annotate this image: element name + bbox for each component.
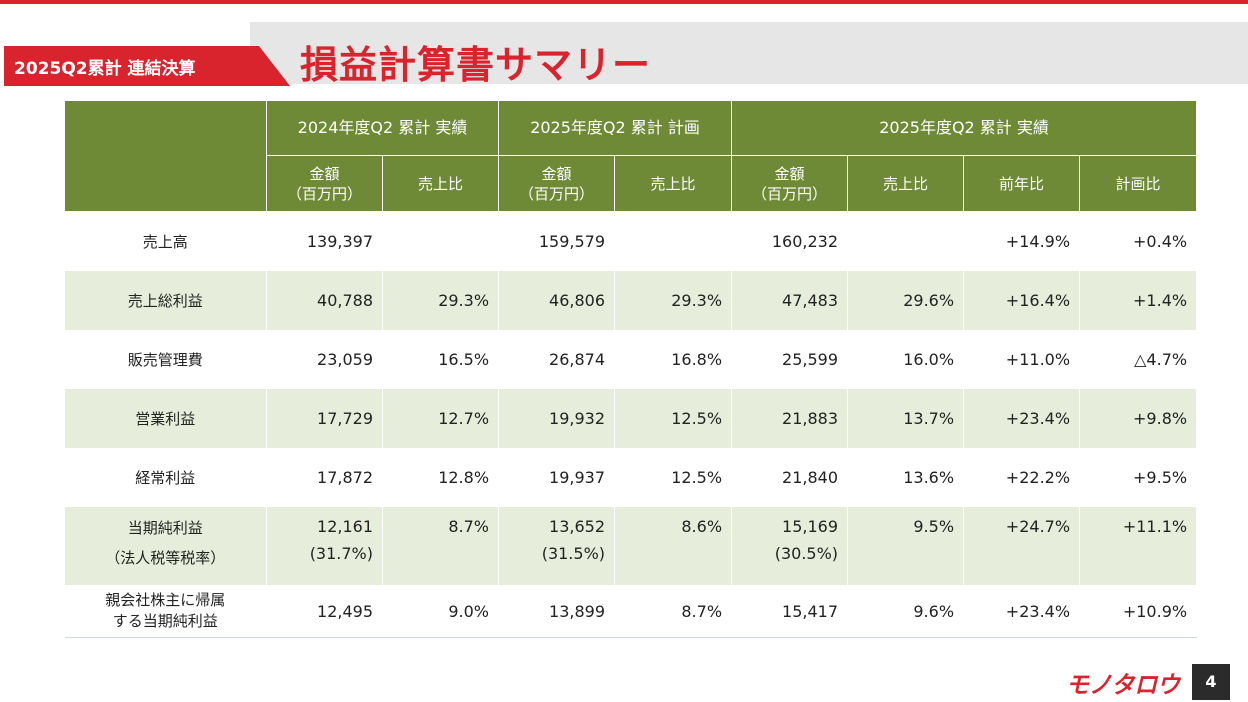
cell-yoy: +14.9%: [963, 211, 1081, 271]
row-label: 当期純利益 （法人税等税率）: [64, 507, 267, 585]
cell-vs-plan: △4.7%: [1079, 330, 1198, 389]
section-tag-label: 2025Q2累計 連結決算: [14, 59, 196, 79]
cell-2024-ratio: 12.8%: [382, 448, 500, 507]
cell-2024-amount: 40,788: [266, 271, 383, 330]
cell-yoy: +24.7%: [963, 507, 1081, 585]
cell-2025-plan-ratio: 8.6%: [614, 507, 733, 585]
header-row-columns: 金額 （百万円） 売上比 金額 （百万円） 売上比 金額 （百万円） 売上比 前年比 …: [65, 155, 1198, 212]
monotaro-logo: モノタロウ: [1066, 671, 1182, 698]
title-band: [250, 22, 1248, 84]
income-statement-table: 2024年度Q2 累計 実績 2025年度Q2 累計 計画 2025年度Q2 累…: [64, 100, 1198, 638]
cell-2025-ratio: 9.5%: [847, 507, 965, 585]
cell-2024-ratio: 16.5%: [382, 330, 500, 389]
cell-2025-plan-ratio: 16.8%: [614, 330, 733, 389]
table-row-operating-income: 営業利益 17,729 12.7% 19,932 12.5% 21,883 13…: [64, 389, 1198, 448]
group-header-2024-actual: 2024年度Q2 累計 実績: [265, 100, 500, 156]
cell-vs-plan: +11.1%: [1079, 507, 1198, 585]
cell-2024-amount: 17,729: [266, 389, 383, 448]
cell-2024-ratio: [382, 211, 500, 271]
row-label: 販売管理費: [64, 330, 267, 389]
tax-rate-2025-plan: (31.5%): [541, 544, 606, 563]
col-header-sales-ratio: 売上比: [381, 155, 500, 212]
header-row-groups: 2024年度Q2 累計 実績 2025年度Q2 累計 計画 2025年度Q2 累…: [64, 100, 1198, 212]
table-row-net-income-parent: 親会社株主に帰属 する当期純利益 12,495 9.0% 13,899 8.7% …: [64, 585, 1198, 638]
row-label: 経常利益: [64, 448, 267, 507]
cell-yoy: +23.4%: [963, 585, 1081, 638]
group-header-2025-plan: 2025年度Q2 累計 計画: [498, 100, 733, 156]
cell-2025-amount: 21,840: [731, 448, 849, 507]
cell-2025-ratio: 13.7%: [847, 389, 965, 448]
svg-text:モノタロウ: モノタロウ: [1066, 671, 1182, 698]
cell-2025-plan-ratio: 8.7%: [614, 585, 733, 638]
cell-2025-plan-ratio: 12.5%: [614, 448, 733, 507]
cell-2025-plan-ratio: 29.3%: [614, 271, 733, 330]
tax-rate-2025: (30.5%): [774, 544, 839, 563]
cell-vs-plan: +1.4%: [1079, 271, 1198, 330]
table-row-gross-profit: 売上総利益 40,788 29.3% 46,806 29.3% 47,483 2…: [64, 271, 1198, 330]
cell-2024-amount: 12,161 (31.7%): [266, 507, 383, 585]
cell-2024-amount: 139,397: [266, 211, 383, 271]
row-label: 親会社株主に帰属 する当期純利益: [64, 585, 267, 638]
tax-rate-2024: (31.7%): [309, 544, 373, 563]
cell-vs-plan: +9.8%: [1079, 389, 1198, 448]
cell-2025-plan-amount: 46,806: [498, 271, 616, 330]
table-row-sga: 販売管理費 23,059 16.5% 26,874 16.8% 25,599 1…: [64, 330, 1198, 389]
col-header-amount: 金額 （百万円）: [731, 155, 849, 212]
cell-2025-plan-amount: 13,652 (31.5%): [498, 507, 616, 585]
col-header-amount: 金額 （百万円）: [498, 155, 616, 212]
cell-2025-plan-amount: 19,937: [498, 448, 616, 507]
table-row-net-income: 当期純利益 （法人税等税率） 12,161 (31.7%) 8.7% 13,652(…: [64, 507, 1198, 585]
cell-2025-amount: 15,169 (30.5%): [731, 507, 849, 585]
table-row-net-sales: 売上高 139,397 159,579 160,232 +14.9% +0.4%: [64, 211, 1198, 271]
cell-2025-amount: 15,417: [731, 585, 849, 638]
group-header-2025-actual: 2025年度Q2 累計 実績: [731, 100, 1198, 156]
cell-yoy: +22.2%: [963, 448, 1081, 507]
top-accent-line: [0, 0, 1248, 4]
cell-2025-ratio: 13.6%: [847, 448, 965, 507]
cell-2024-amount: 23,059: [266, 330, 383, 389]
section-tag: 2025Q2累計 連結決算: [4, 46, 290, 86]
col-header-yoy: 前年比: [963, 155, 1081, 212]
cell-yoy: +11.0%: [963, 330, 1081, 389]
col-header-sales-ratio: 売上比: [614, 155, 733, 212]
row-label: 営業利益: [64, 389, 267, 448]
row-label: 売上総利益: [64, 271, 267, 330]
page-number: 4: [1192, 664, 1230, 700]
cell-vs-plan: +10.9%: [1079, 585, 1198, 638]
page-title: 損益計算書サマリー: [300, 43, 652, 87]
cell-2025-ratio: 9.6%: [847, 585, 965, 638]
cell-2025-amount: 160,232: [731, 211, 849, 271]
cell-vs-plan: +9.5%: [1079, 448, 1198, 507]
cell-2025-ratio: 16.0%: [847, 330, 965, 389]
cell-2025-plan-amount: 159,579: [498, 211, 616, 271]
cell-2025-plan-amount: 13,899: [498, 585, 616, 638]
cell-2025-amount: 25,599: [731, 330, 849, 389]
header-corner: [64, 100, 267, 212]
cell-2025-plan-amount: 26,874: [498, 330, 616, 389]
cell-2025-plan-ratio: [614, 211, 733, 271]
row-label: 売上高: [64, 211, 267, 271]
cell-2025-amount: 21,883: [731, 389, 849, 448]
cell-2025-amount: 47,483: [731, 271, 849, 330]
col-header-vs-plan: 計画比: [1079, 155, 1198, 212]
table-row-ordinary-income: 経常利益 17,872 12.8% 19,937 12.5% 21,840 13…: [64, 448, 1198, 507]
cell-2025-plan-amount: 19,932: [498, 389, 616, 448]
cell-2024-ratio: 29.3%: [382, 271, 500, 330]
cell-vs-plan: +0.4%: [1079, 211, 1198, 271]
cell-2024-amount: 17,872: [266, 448, 383, 507]
cell-2025-ratio: 29.6%: [847, 271, 965, 330]
row-label-sub: （法人税等税率）: [105, 549, 226, 567]
cell-2024-ratio: 9.0%: [382, 585, 500, 638]
col-header-amount: 金額 （百万円）: [266, 155, 383, 212]
cell-2025-plan-ratio: 12.5%: [614, 389, 733, 448]
cell-2025-ratio: [847, 211, 965, 271]
cell-2024-ratio: 8.7%: [382, 507, 500, 585]
cell-2024-ratio: 12.7%: [382, 389, 500, 448]
cell-yoy: +16.4%: [963, 271, 1081, 330]
cell-yoy: +23.4%: [963, 389, 1081, 448]
cell-2024-amount: 12,495: [266, 585, 383, 638]
col-header-sales-ratio: 売上比: [847, 155, 965, 212]
